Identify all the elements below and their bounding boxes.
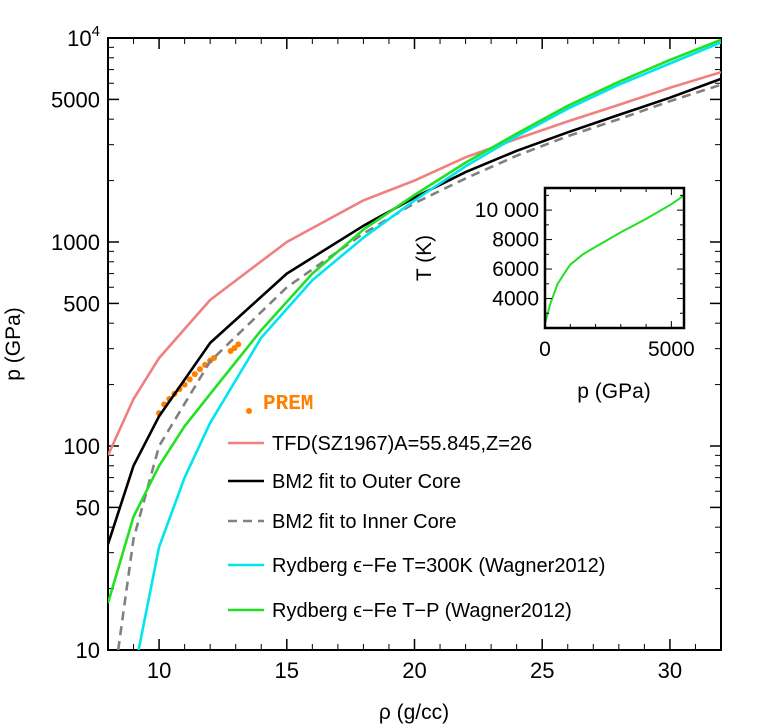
series-line-2 — [108, 77, 721, 545]
prem-point — [235, 341, 242, 348]
legend-label: BM2 fit to Inner Core — [272, 511, 457, 533]
inset-y-axis-label: T (K) — [413, 235, 436, 281]
main-axis-ticks: 10 50 100 500 1000 5000 104 10 15 20 25 30 — [51, 23, 722, 683]
legend-label: TFD(SZ1967)A=55.845,Z=26 — [272, 433, 532, 455]
inset-axis-ticks: 4000 6000 8000 10 000 0 5000 — [475, 188, 695, 361]
x-axis-label: ρ (g/cc) — [379, 701, 449, 724]
inset-frame — [543, 186, 686, 330]
inset-series-line — [545, 194, 684, 324]
y-tick-label: 10 — [76, 638, 100, 663]
y-tick-label: 50 — [76, 495, 100, 520]
legend: PREM TFD(SZ1967)A=55.845,Z=26 BM2 fit to O… — [228, 393, 605, 622]
prem-point — [191, 371, 198, 378]
y-tick-label: 104 — [67, 23, 100, 51]
x-tick-label: 15 — [275, 658, 299, 683]
legend-marker-prem — [246, 408, 252, 414]
inset-y-tick-label: 6000 — [492, 258, 539, 281]
legend-label: Rydberg ϵ−Fe T=300K (Wagner2012) — [272, 555, 605, 577]
inset-series-lines — [545, 194, 684, 324]
prem-point — [196, 366, 203, 373]
x-tick-label: 10 — [147, 658, 171, 683]
series-line-3 — [116, 83, 721, 650]
inset-x-tick-label: 5000 — [648, 338, 695, 361]
y-tick-label: 1000 — [51, 230, 100, 255]
series-line-5 — [108, 38, 721, 604]
inset-x-tick-label: 0 — [539, 338, 551, 361]
series-line-1 — [108, 70, 721, 456]
legend-label: PREM — [263, 393, 313, 416]
x-tick-label: 30 — [658, 658, 682, 683]
main-series-lines — [108, 38, 721, 650]
y-axis-label: p (GPa) — [2, 307, 25, 381]
x-tick-label: 25 — [530, 658, 554, 683]
y-tick-label: 5000 — [51, 87, 100, 112]
inset-y-tick-label: 4000 — [492, 288, 539, 311]
x-tick-label: 20 — [402, 658, 426, 683]
prem-point — [231, 345, 238, 352]
inset-plot: 4000 6000 8000 10 000 0 5000 p (GPa) T (K) — [413, 186, 695, 403]
legend-label: Rydberg ϵ−Fe T−P (Wagner2012) — [272, 600, 572, 622]
main-plot: 10 50 100 500 1000 5000 104 10 15 20 25 30 ρ (g/cc)… — [2, 23, 722, 724]
prem-point — [210, 355, 217, 362]
y-tick-label: 500 — [63, 291, 100, 316]
series-line-4 — [137, 41, 721, 650]
inset-y-tick-label: 8000 — [492, 229, 539, 252]
legend-label: BM2 fit to Outer Core — [272, 471, 461, 493]
inset-y-tick-label: 10 000 — [475, 199, 539, 222]
y-tick-label: 100 — [63, 434, 100, 459]
inset-x-axis-label: p (GPa) — [577, 380, 651, 403]
prem-point — [186, 376, 193, 383]
